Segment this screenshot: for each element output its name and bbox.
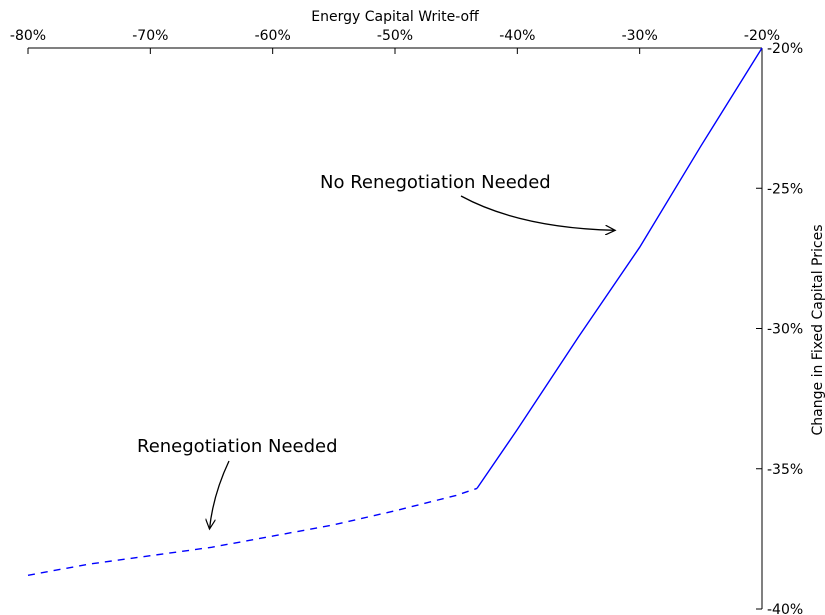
annotation-arrow-renegotiation [210,460,230,529]
series-line-solid [476,47,763,489]
annotation-arrow-no-renegotiation [460,195,615,230]
series-line-dashed [27,487,478,576]
y-tick-label: -25% [767,181,803,197]
x-tick-label: -70% [132,28,168,44]
x-ticks: -80% -70% -60% -50% -40% -30% -20% [10,28,780,54]
y-axis-title: Change in Fixed Capital Prices [810,225,825,436]
y-tick-label: -20% [767,41,803,57]
x-tick-label: -60% [255,28,291,44]
x-tick-label: -50% [377,28,413,44]
x-axis-title: Energy Capital Write-off [311,9,479,25]
x-tick-label: -40% [499,28,535,44]
x-tick-label: -80% [10,28,46,44]
series-layer [27,47,763,576]
x-tick-label: -20% [744,28,780,44]
annotation-renegotiation: Renegotiation Needed [137,436,338,457]
y-tick-label: -35% [767,462,803,478]
y-tick-label: -30% [767,322,803,338]
x-tick-label: -30% [622,28,658,44]
annotation-no-renegotiation: No Renegotiation Needed [320,172,551,193]
y-ticks: -20% -25% -30% -35% -40% [756,41,803,615]
y-tick-label: -40% [767,602,803,615]
